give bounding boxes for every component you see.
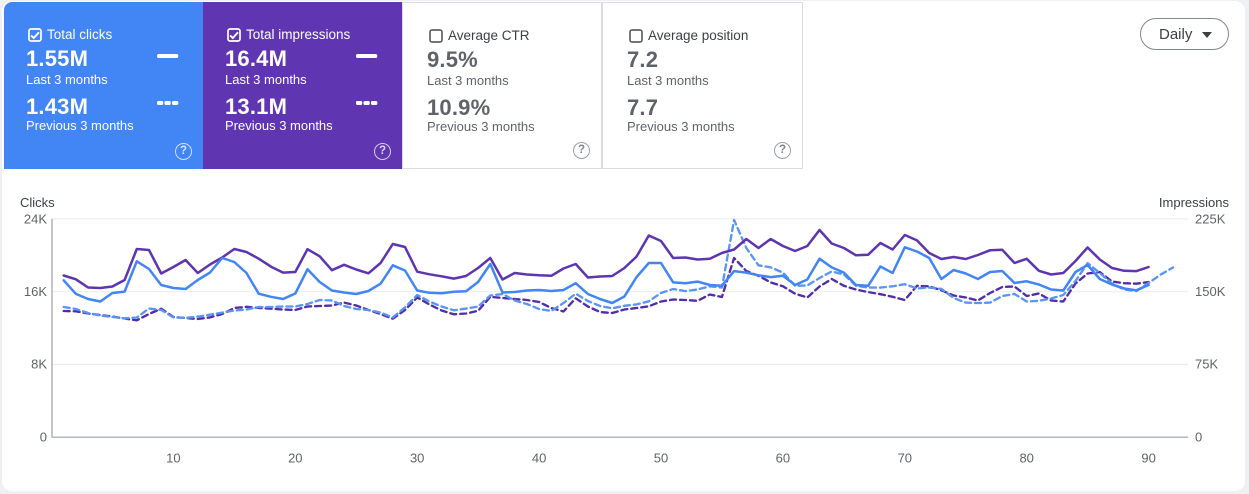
svg-text:16K: 16K: [24, 284, 47, 299]
svg-text:80: 80: [1019, 451, 1033, 466]
svg-text:225K: 225K: [1195, 212, 1226, 227]
svg-text:150K: 150K: [1195, 284, 1226, 299]
svg-text:8K: 8K: [31, 357, 47, 372]
svg-text:0: 0: [1195, 430, 1202, 445]
svg-text:Impressions: Impressions: [1159, 195, 1230, 210]
svg-text:20: 20: [288, 451, 302, 466]
svg-text:30: 30: [410, 451, 424, 466]
svg-text:90: 90: [1141, 451, 1155, 466]
svg-text:60: 60: [776, 451, 790, 466]
svg-text:50: 50: [654, 451, 668, 466]
svg-text:24K: 24K: [24, 212, 47, 227]
svg-text:75K: 75K: [1195, 357, 1218, 372]
svg-text:40: 40: [532, 451, 546, 466]
svg-text:70: 70: [898, 451, 912, 466]
svg-text:0: 0: [40, 430, 47, 445]
svg-text:Clicks: Clicks: [20, 195, 55, 210]
svg-text:10: 10: [166, 451, 180, 466]
